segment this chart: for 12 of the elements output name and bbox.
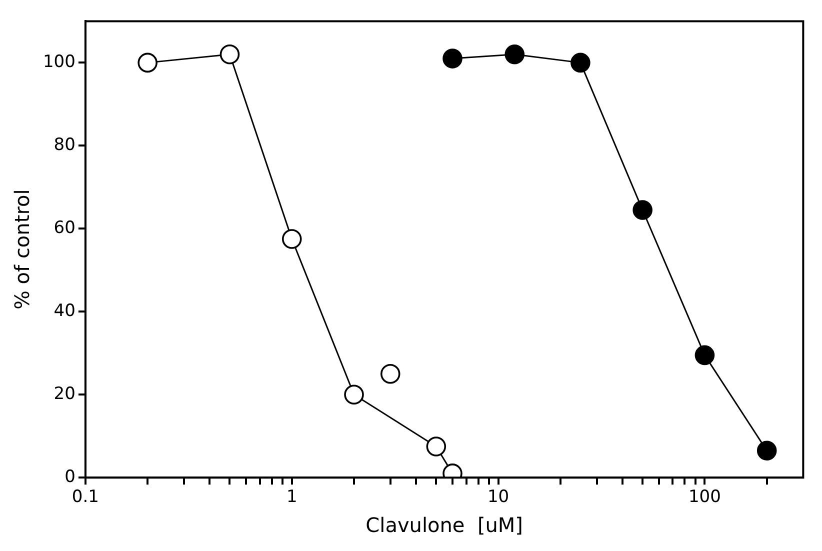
y-tick-label: 80 — [54, 135, 76, 156]
x-tick-label: 10 — [487, 487, 510, 508]
x-tick-label: 100 — [688, 487, 721, 508]
y-tick-label: 100 — [42, 52, 76, 72]
x-tick-label: 0.1 — [72, 487, 99, 508]
y-tick-label: 40 — [54, 301, 76, 322]
y-tick-label: 20 — [54, 384, 76, 404]
y-tick-label: 0 — [64, 467, 76, 488]
x-tick-label: 1 — [286, 487, 298, 508]
y-tick-label: 60 — [54, 218, 76, 238]
x-axis-title: Clavulone [uM] — [366, 513, 523, 538]
y-axis-title: % of control — [10, 189, 34, 310]
